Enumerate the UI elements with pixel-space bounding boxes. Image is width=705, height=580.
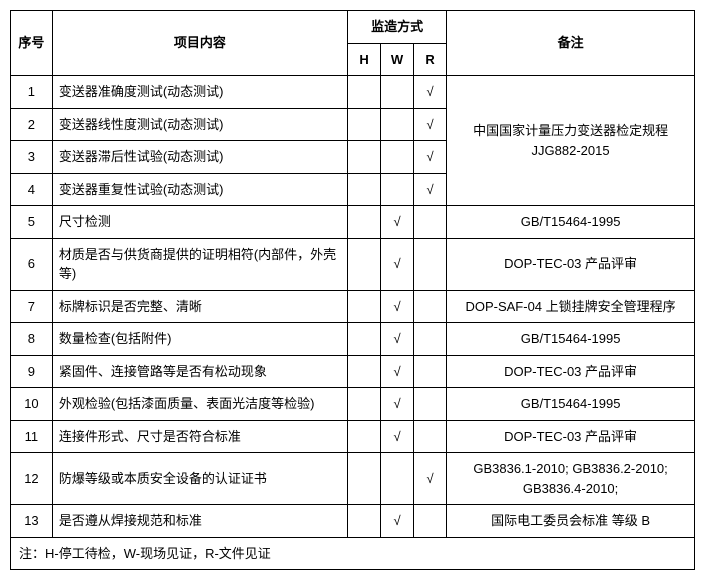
cell-content: 是否遵从焊接规范和标准 [52, 505, 347, 538]
cell-idx: 5 [11, 206, 53, 239]
header-supervision: 监造方式 [348, 11, 447, 44]
cell-content: 变送器准确度测试(动态测试) [52, 76, 347, 109]
cell-h [348, 420, 381, 453]
table-row: 10 外观检验(包括漆面质量、表面光洁度等检验) √ GB/T15464-199… [11, 388, 695, 421]
cell-r [414, 206, 447, 239]
cell-w: √ [381, 238, 414, 290]
table-row: 7 标牌标识是否完整、清晰 √ DOP-SAF-04 上锁挂牌安全管理程序 [11, 290, 695, 323]
cell-content: 标牌标识是否完整、清晰 [52, 290, 347, 323]
cell-w [381, 76, 414, 109]
cell-remark: DOP-TEC-03 产品评审 [447, 238, 695, 290]
cell-h [348, 388, 381, 421]
cell-r [414, 355, 447, 388]
cell-w: √ [381, 420, 414, 453]
cell-r [414, 420, 447, 453]
cell-remark: GB/T15464-1995 [447, 323, 695, 356]
table-row: 1 变送器准确度测试(动态测试) √ 中国国家计量压力变送器检定规程 JJG88… [11, 76, 695, 109]
cell-idx: 10 [11, 388, 53, 421]
cell-w: √ [381, 355, 414, 388]
cell-remark: DOP-SAF-04 上锁挂牌安全管理程序 [447, 290, 695, 323]
cell-idx: 7 [11, 290, 53, 323]
cell-w: √ [381, 290, 414, 323]
cell-h [348, 141, 381, 174]
cell-w [381, 141, 414, 174]
cell-content: 连接件形式、尺寸是否符合标准 [52, 420, 347, 453]
cell-h [348, 290, 381, 323]
cell-remark-merged: 中国国家计量压力变送器检定规程 JJG882-2015 [447, 76, 695, 206]
cell-w: √ [381, 388, 414, 421]
cell-remark: GB3836.1-2010; GB3836.2-2010; GB3836.4-2… [447, 453, 695, 505]
cell-h [348, 173, 381, 206]
cell-content: 变送器线性度测试(动态测试) [52, 108, 347, 141]
cell-r [414, 290, 447, 323]
cell-w: √ [381, 505, 414, 538]
cell-r: √ [414, 173, 447, 206]
cell-content: 尺寸检测 [52, 206, 347, 239]
cell-r [414, 388, 447, 421]
cell-r [414, 323, 447, 356]
cell-idx: 9 [11, 355, 53, 388]
header-r: R [414, 43, 447, 76]
table-row: 11 连接件形式、尺寸是否符合标准 √ DOP-TEC-03 产品评审 [11, 420, 695, 453]
table-body: 1 变送器准确度测试(动态测试) √ 中国国家计量压力变送器检定规程 JJG88… [11, 76, 695, 570]
header-h: H [348, 43, 381, 76]
header-w: W [381, 43, 414, 76]
cell-remark: 国际电工委员会标准 等级 B [447, 505, 695, 538]
cell-remark: DOP-TEC-03 产品评审 [447, 420, 695, 453]
cell-remark: DOP-TEC-03 产品评审 [447, 355, 695, 388]
table-row: 9 紧固件、连接管路等是否有松动现象 √ DOP-TEC-03 产品评审 [11, 355, 695, 388]
cell-idx: 13 [11, 505, 53, 538]
cell-content: 材质是否与供货商提供的证明相符(内部件，外壳等) [52, 238, 347, 290]
table-row: 6 材质是否与供货商提供的证明相符(内部件，外壳等) √ DOP-TEC-03 … [11, 238, 695, 290]
cell-h [348, 76, 381, 109]
cell-remark: GB/T15464-1995 [447, 206, 695, 239]
table-row: 12 防爆等级或本质安全设备的认证证书 √ GB3836.1-2010; GB3… [11, 453, 695, 505]
cell-content: 外观检验(包括漆面质量、表面光洁度等检验) [52, 388, 347, 421]
cell-h [348, 505, 381, 538]
cell-content: 紧固件、连接管路等是否有松动现象 [52, 355, 347, 388]
cell-h [348, 206, 381, 239]
table-row: 8 数量检查(包括附件) √ GB/T15464-1995 [11, 323, 695, 356]
header-content: 项目内容 [52, 11, 347, 76]
cell-h [348, 108, 381, 141]
cell-h [348, 355, 381, 388]
cell-r [414, 238, 447, 290]
footnote-row: 注：H-停工待检，W-现场见证，R-文件见证 [11, 537, 695, 570]
cell-idx: 2 [11, 108, 53, 141]
cell-w: √ [381, 206, 414, 239]
cell-idx: 11 [11, 420, 53, 453]
header-idx: 序号 [11, 11, 53, 76]
cell-content: 变送器滞后性试验(动态测试) [52, 141, 347, 174]
cell-idx: 6 [11, 238, 53, 290]
cell-r: √ [414, 453, 447, 505]
cell-w: √ [381, 323, 414, 356]
cell-h [348, 453, 381, 505]
header-remark: 备注 [447, 11, 695, 76]
cell-r [414, 505, 447, 538]
cell-remark: GB/T15464-1995 [447, 388, 695, 421]
cell-idx: 1 [11, 76, 53, 109]
cell-w [381, 453, 414, 505]
cell-idx: 12 [11, 453, 53, 505]
footnote-text: 注：H-停工待检，W-现场见证，R-文件见证 [11, 537, 695, 570]
cell-idx: 4 [11, 173, 53, 206]
cell-content: 数量检查(包括附件) [52, 323, 347, 356]
cell-idx: 3 [11, 141, 53, 174]
cell-w [381, 173, 414, 206]
table-row: 13 是否遵从焊接规范和标准 √ 国际电工委员会标准 等级 B [11, 505, 695, 538]
cell-idx: 8 [11, 323, 53, 356]
cell-content: 防爆等级或本质安全设备的认证证书 [52, 453, 347, 505]
cell-h [348, 238, 381, 290]
cell-w [381, 108, 414, 141]
cell-content: 变送器重复性试验(动态测试) [52, 173, 347, 206]
table-row: 5 尺寸检测 √ GB/T15464-1995 [11, 206, 695, 239]
inspection-table: 序号 项目内容 监造方式 备注 H W R 1 变送器准确度测试(动态测试) √… [10, 10, 695, 570]
cell-r: √ [414, 76, 447, 109]
cell-r: √ [414, 141, 447, 174]
cell-r: √ [414, 108, 447, 141]
cell-h [348, 323, 381, 356]
